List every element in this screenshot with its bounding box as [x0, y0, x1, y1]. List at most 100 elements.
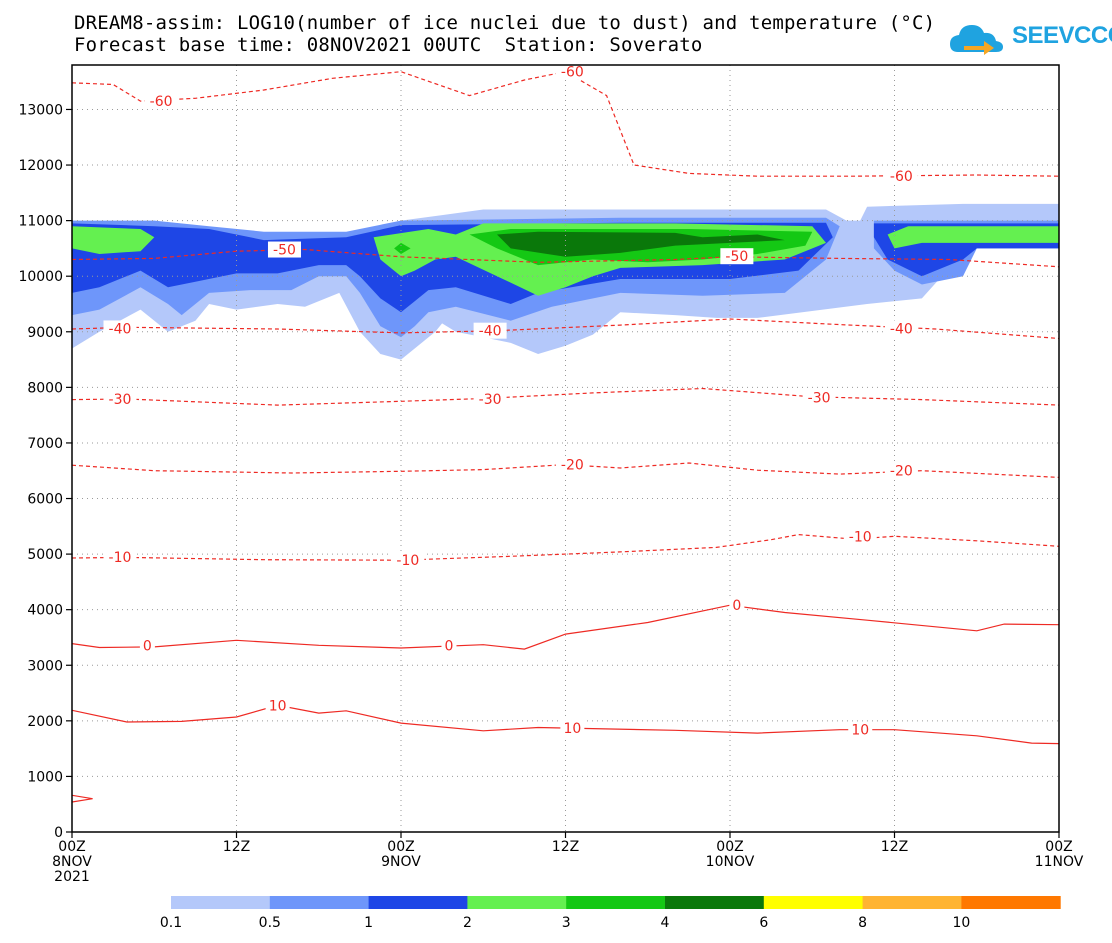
temperature-contour-extra-8 [72, 794, 93, 803]
contour-label: -50 [725, 249, 748, 265]
x-tick-label: 10NOV [706, 854, 755, 870]
y-tick-label: 11000 [18, 214, 63, 230]
contour-label-bg [843, 528, 877, 545]
x-tick-label: 12Z [881, 839, 908, 855]
dust-region-3-4-1 [394, 242, 411, 254]
x-tick-label: 2021 [54, 869, 90, 885]
contour-label: -50 [273, 243, 296, 259]
colorbar-label: 0.1 [160, 915, 182, 931]
temperature-contours [72, 71, 1059, 803]
colorbar-label: 2 [463, 915, 472, 931]
dust-region-2-3-0 [72, 226, 155, 254]
contour-label-bg [884, 168, 918, 185]
temperature-contour-0 [72, 604, 1059, 650]
y-tick-label: 5000 [27, 547, 63, 563]
seevccc-logo-icon [950, 25, 1003, 55]
x-tick-label: 8NOV [52, 854, 92, 870]
colorbar-label: 8 [858, 915, 867, 931]
colorbar: 0.1 0.5 1 2 3 4 6 8 10 [160, 896, 1061, 931]
temperature-contour-10 [72, 704, 1059, 745]
contour-label-bg [560, 720, 585, 737]
contour-label-bg [267, 241, 301, 258]
colorbar-swatch [171, 896, 271, 909]
contour-label: 10 [851, 723, 869, 739]
contour-label: -10 [109, 550, 132, 566]
y-tick-label: 3000 [27, 658, 63, 674]
colorbar-label: 6 [759, 915, 768, 931]
dust-region-2-3-2 [887, 226, 1059, 249]
contour-label-bg [555, 63, 589, 80]
x-tick-label: 12Z [552, 839, 579, 855]
contour-label: 10 [269, 698, 287, 714]
colorbar-swatch [467, 896, 567, 909]
contour-label-bg [139, 637, 155, 654]
y-tick-label: 1000 [27, 769, 63, 785]
x-tick-label: 00Z [716, 839, 743, 855]
contour-label: -20 [561, 458, 584, 474]
contour-label-bg [391, 552, 425, 569]
chart-subtitle: Forecast base time: 08NOV2021 00UTC Stat… [74, 34, 703, 56]
colorbar-label: 4 [661, 915, 670, 931]
x-tick-label: 00Z [387, 839, 414, 855]
temperature-contour--40 [72, 318, 1059, 340]
contour-label: -10 [849, 529, 872, 545]
colorbar-swatch [368, 896, 468, 909]
contour-label-bg [802, 389, 836, 406]
colorbar-swatch [961, 896, 1061, 909]
contour-label-bg [103, 548, 137, 565]
contour-label-bg [103, 391, 137, 408]
contour-label: -20 [890, 464, 913, 480]
contour-label-bg [848, 721, 873, 738]
y-tick-label: 0 [54, 825, 63, 841]
colorbar-swatch [665, 896, 765, 909]
contour-label: -30 [479, 392, 502, 408]
contour-label-bg [441, 637, 457, 654]
contour-label: 10 [563, 721, 581, 737]
x-tick-label: 00Z [1045, 839, 1072, 855]
contour-label: -40 [109, 321, 132, 337]
temperature-contour--10 [72, 533, 1059, 561]
logo-text: SEEVCCC [1012, 22, 1112, 49]
contour-label: 0 [143, 638, 152, 654]
contour-label-bg [103, 320, 137, 337]
y-tick-label: 13000 [18, 102, 63, 118]
contour-label: -30 [808, 390, 831, 406]
contour-label-bg [555, 456, 589, 473]
dust-region-4-6-0 [497, 231, 785, 257]
contour-label: -60 [150, 94, 173, 110]
contour-label: -30 [109, 392, 132, 408]
contour-label-bg [884, 462, 918, 479]
contour-label: 0 [732, 598, 741, 614]
contour-label-bg [473, 322, 507, 339]
contour-label: -60 [890, 169, 913, 185]
contour-label-bg [473, 391, 507, 408]
colorbar-label: 3 [562, 915, 571, 931]
chart-title: DREAM8-assim: LOG10(number of ice nuclei… [74, 12, 936, 34]
contour-label-bg [729, 597, 745, 614]
y-axis: 0 1000 2000 3000 4000 5000 6000 7000 8000 9000 100… [18, 102, 72, 841]
y-tick-label: 10000 [18, 269, 63, 285]
x-tick-label: 11NOV [1035, 854, 1084, 870]
y-tick-label: 7000 [27, 436, 63, 452]
colorbar-label: 1 [364, 915, 373, 931]
colorbar-swatch [763, 896, 864, 909]
temperature-contour--60 [72, 71, 1059, 177]
temperature-contour--50 [72, 248, 1059, 268]
colorbar-swatch [566, 896, 666, 909]
contour-label-bg [144, 93, 178, 110]
y-tick-label: 9000 [27, 325, 63, 341]
colorbar-label: 0.5 [259, 915, 281, 931]
contour-label: 0 [445, 638, 454, 654]
contour-label: -10 [396, 553, 419, 569]
colorbar-label: 10 [952, 915, 970, 931]
y-tick-label: 4000 [27, 603, 63, 619]
colorbar-swatch [862, 896, 962, 909]
temperature-contour--20 [72, 462, 1059, 478]
y-tick-label: 12000 [18, 158, 63, 174]
x-tick-label: 00Z [58, 839, 85, 855]
contour-label-bg [720, 248, 754, 265]
contour-label-bg [265, 697, 290, 714]
contour-label: -60 [561, 65, 584, 81]
